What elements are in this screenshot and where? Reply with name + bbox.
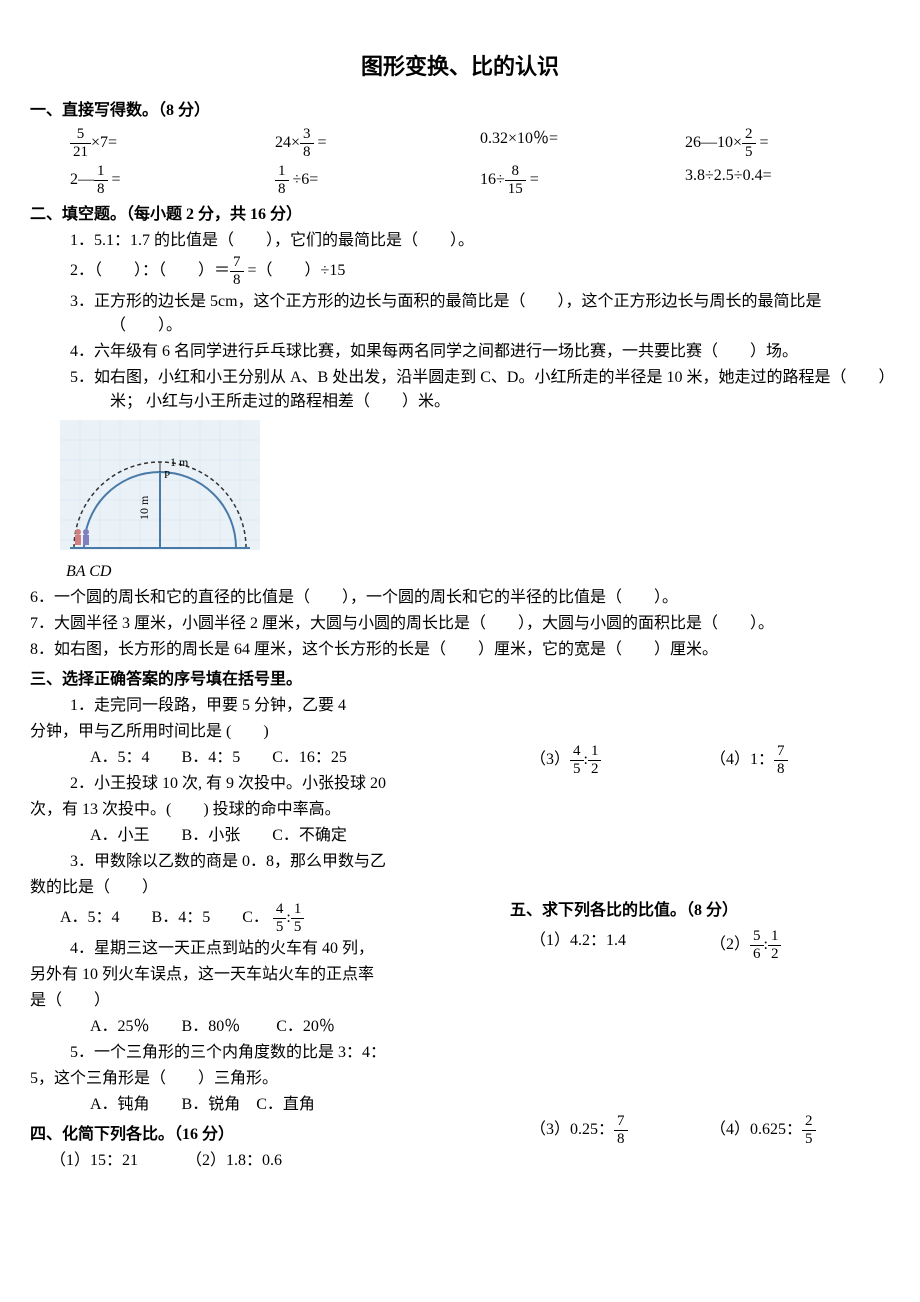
calc-row-1: 521×7= 24×38 = 0.32×10％= 26—10×25 = bbox=[30, 127, 890, 160]
s3-q3-opts: A．5：4 B．4：5 C． 45:15 bbox=[30, 902, 490, 935]
label-p: P bbox=[164, 469, 170, 481]
s4-q4: （4）1：78 bbox=[710, 744, 890, 777]
label-10m: 10 m bbox=[137, 495, 151, 520]
calc-2-1: 2—18 = bbox=[70, 164, 275, 197]
s2-q8: 8．如右图，长方形的周长是 64 厘米，这个长方形的长是（ ）厘米，它的宽是（ … bbox=[30, 638, 890, 662]
s4-row-right1: （3）45:12 （4）1：78 bbox=[510, 744, 890, 777]
s3-q5-opts: A．钝角 B．锐角 C．直角 bbox=[30, 1093, 490, 1117]
s2-q2: 2．（ ）：（ ）＝78 =（ ）÷15 bbox=[30, 255, 890, 288]
section1-head: 一、直接写得数。（8 分） bbox=[30, 99, 890, 123]
s5-row1: （1）4.2：1.4 （2）56:12 bbox=[510, 929, 890, 962]
s3-q4-opts: A．25％ B．80％ C．20％ bbox=[30, 1015, 490, 1039]
label-1m: 1 m bbox=[170, 455, 189, 469]
calc-1-1: 521×7= bbox=[70, 127, 275, 160]
s5-q2: （2）56:12 bbox=[710, 929, 890, 962]
calc-1-4: 26—10×25 = bbox=[685, 127, 890, 160]
s2-q3: 3．正方形的边长是 5cm，这个正方形的边长与面积的最简比是（ ），这个正方形边… bbox=[70, 290, 890, 338]
s3-q5b: 5，这个三角形是（ ）三角形。 bbox=[30, 1067, 490, 1091]
s2-q5: 5．如右图，小红和小王分别从 A、B 处出发，沿半圆走到 C、D。小红所走的半径… bbox=[70, 366, 890, 414]
s3-q1-opts: A．5：4 B．4：5 C．16：25 bbox=[30, 746, 490, 770]
calc-2-2: 18 ÷6= bbox=[275, 164, 480, 197]
section5-head: 五、求下列各比的比值。（8 分） bbox=[510, 899, 890, 923]
s4-q5: （3）0.25：78 bbox=[530, 1114, 710, 1147]
calc-2-3: 16÷815 = bbox=[480, 164, 685, 197]
s3-q1b: 分钟，甲与乙所用时间比是 ( ) bbox=[30, 720, 490, 744]
s3-q1a: 1．走完同一段路，甲要 5 分钟，乙要 4 bbox=[30, 694, 490, 718]
s2-q1: 1．5.1：1.7 的比值是（ ），它们的最简比是（ ）。 bbox=[30, 229, 890, 253]
s3-q2-opts: A．小王 B．小张 C．不确定 bbox=[30, 824, 490, 848]
s3-q4c: 是（ ） bbox=[30, 989, 490, 1013]
section2-head: 二、填空题。（每小题 2 分，共 16 分） bbox=[30, 203, 890, 227]
section3-head: 三、选择正确答案的序号填在括号里。 bbox=[30, 668, 890, 692]
s4-q3: （3）45:12 bbox=[530, 744, 710, 777]
s4-row-right2: （3）0.25：78 （4）0.625：25 bbox=[510, 1114, 890, 1147]
s3-q3b: 数的比是（ ） bbox=[30, 876, 490, 900]
s4-row1: （1）15：21 （2）1.8：0.6 bbox=[30, 1149, 490, 1173]
s2-q7: 7．大圆半径 3 厘米，小圆半径 2 厘米，大圆与小圆的周长比是（ ），大圆与小… bbox=[30, 612, 890, 636]
s5-q1: （1）4.2：1.4 bbox=[530, 929, 710, 962]
page-title: 图形变换、比的认识 bbox=[30, 50, 890, 83]
s3-q4a: 4．星期三这一天正点到站的火车有 40 列， bbox=[30, 937, 490, 961]
s3-q2b: 次，有 13 次投中。( ) 投球的命中率高。 bbox=[30, 798, 490, 822]
s2-q6: 6．一个圆的周长和它的直径的比值是（ ），一个圆的周长和它的半径的比值是（ ）。 bbox=[30, 586, 890, 610]
section4-head: 四、化简下列各比。（16 分） bbox=[30, 1123, 490, 1147]
calc-row-2: 2—18 = 18 ÷6= 16÷815 = 3.8÷2.5÷0.4= bbox=[30, 164, 890, 197]
calc-1-3: 0.32×10％= bbox=[480, 127, 685, 160]
s3-q4b: 另外有 10 列火车误点，这一天车站火车的正点率 bbox=[30, 963, 490, 987]
s4-q6: （4）0.625：25 bbox=[710, 1114, 890, 1147]
s3-q2a: 2．小王投球 10 次, 有 9 次投中。小张投球 20 bbox=[30, 772, 490, 796]
s3-q3a: 3．甲数除以乙数的商是 0．8，那么甲数与乙 bbox=[30, 850, 490, 874]
calc-2-4: 3.8÷2.5÷0.4= bbox=[685, 164, 890, 197]
calc-1-2: 24×38 = bbox=[275, 127, 480, 160]
semicircle-diagram: 1 m P 10 m bbox=[60, 420, 890, 558]
s3-q5a: 5．一个三角形的三个内角度数的比是 3：4： bbox=[30, 1041, 490, 1065]
s2-q4: 4．六年级有 6 名同学进行乒乓球比赛，如果每两名同学之间都进行一场比赛，一共要… bbox=[70, 340, 890, 364]
bacd-labels: BA CD bbox=[30, 560, 890, 584]
